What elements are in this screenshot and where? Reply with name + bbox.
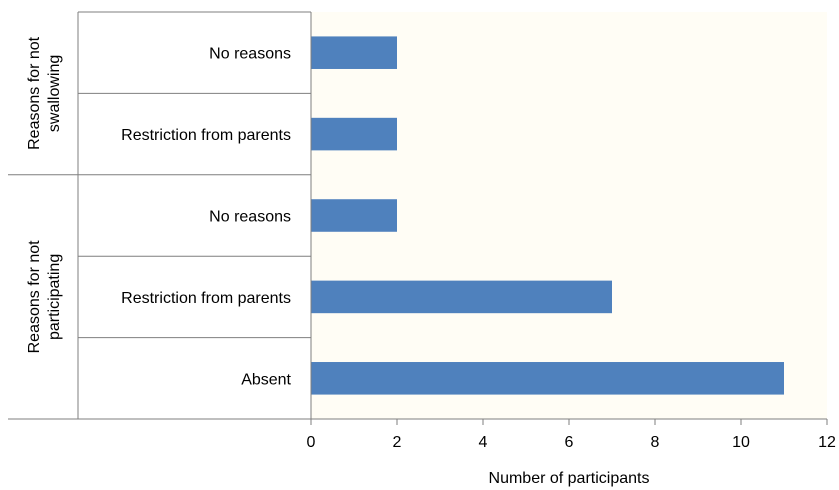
category-label: Absent	[241, 371, 291, 388]
bars-layer	[311, 36, 784, 395]
x-tick-label: 4	[479, 434, 488, 451]
group-label-line: Reasons for not	[26, 36, 43, 150]
x-tick-label: 10	[732, 434, 750, 451]
group-label-line: participating	[46, 254, 63, 340]
category-separators	[8, 11, 312, 419]
x-tick-label: 0	[307, 434, 316, 451]
group-label-line: Reasons for not	[26, 240, 43, 354]
x-axis-title: Number of participants	[489, 470, 650, 487]
category-labels: No reasons Restriction from parents No rea…	[121, 46, 291, 389]
bar	[311, 280, 612, 314]
bar	[311, 362, 784, 395]
x-tick-label: 2	[393, 434, 402, 451]
bar	[311, 117, 397, 151]
category-label: No reasons	[209, 46, 291, 63]
group-label-line: swallowing	[46, 55, 63, 132]
x-tick-label: 8	[651, 434, 660, 451]
category-label: Restriction from parents	[121, 127, 291, 144]
category-label: Restriction from parents	[121, 290, 291, 307]
bar	[311, 36, 397, 69]
x-tick-label: 6	[565, 434, 574, 451]
x-axis: 0 2 4 6 8 10 12	[8, 418, 836, 451]
x-tick-label: 12	[818, 434, 836, 451]
group-label: Reasons for not swallowing	[26, 36, 63, 150]
category-label: No reasons	[209, 209, 291, 226]
group-label: Reasons for not participating	[26, 240, 63, 354]
bar	[311, 199, 397, 232]
